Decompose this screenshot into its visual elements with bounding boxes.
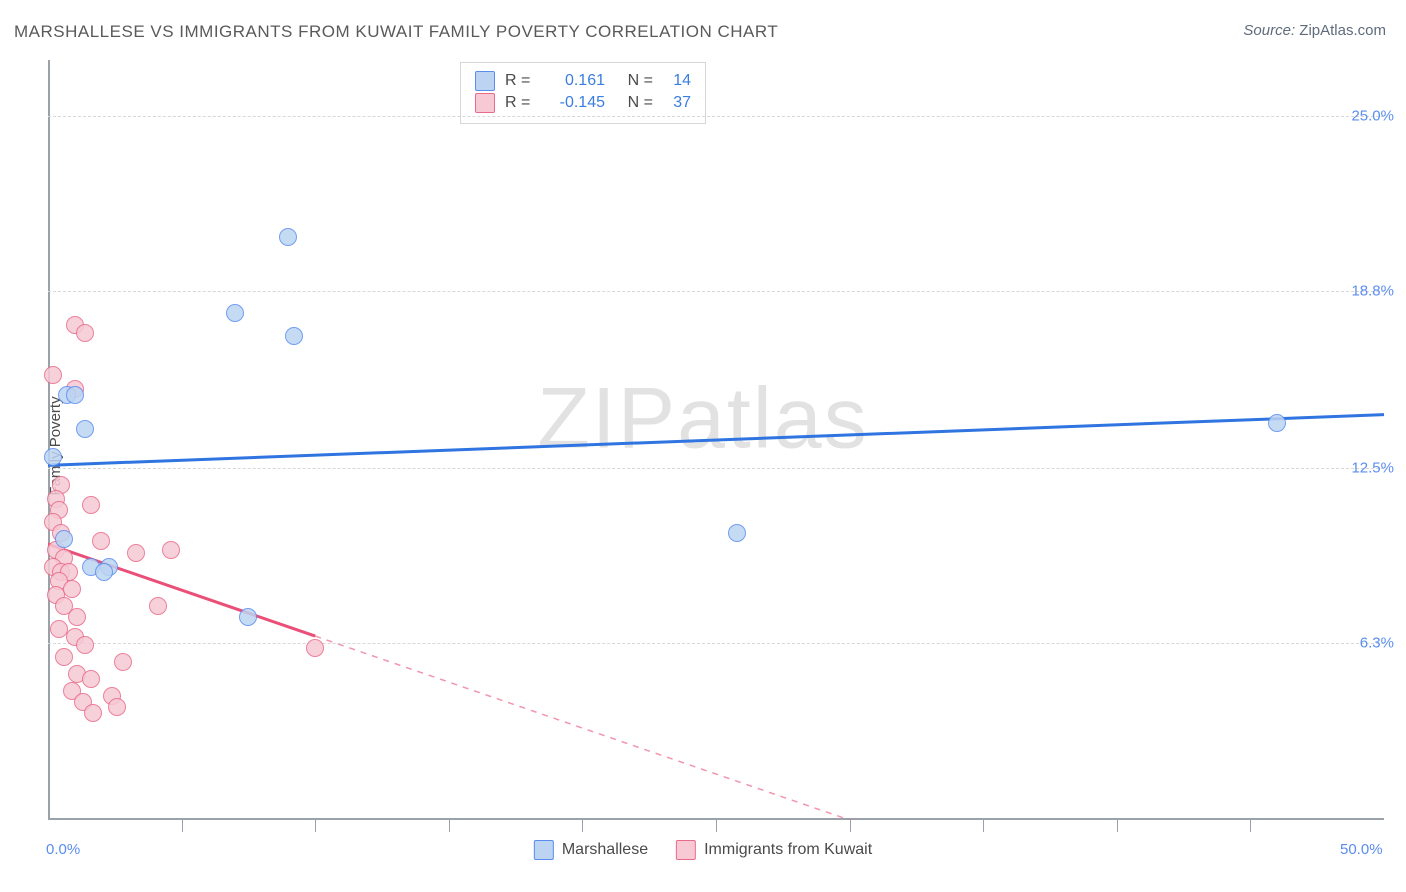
legend-row: R = 0.161 N = 14	[475, 71, 691, 91]
data-point	[149, 597, 167, 615]
data-point	[68, 608, 86, 626]
data-point	[44, 448, 62, 466]
data-point	[66, 386, 84, 404]
x-tick	[315, 820, 316, 832]
r-label: R =	[505, 72, 533, 90]
data-point	[162, 541, 180, 559]
x-tick	[182, 820, 183, 832]
n-label: N =	[615, 94, 653, 112]
n-value: 14	[663, 72, 691, 90]
legend-item: Immigrants from Kuwait	[676, 840, 872, 860]
data-point	[306, 639, 324, 657]
legend-swatch	[475, 93, 495, 113]
source-label: Source:	[1243, 22, 1295, 39]
data-point	[76, 420, 94, 438]
series-name: Marshallese	[562, 841, 648, 859]
legend-swatch	[676, 840, 696, 860]
x-tick	[1250, 820, 1251, 832]
source-value: ZipAtlas.com	[1299, 22, 1386, 39]
data-point	[44, 366, 62, 384]
gridline	[48, 643, 1384, 644]
r-value: -0.145	[543, 94, 605, 112]
y-tick-label: 25.0%	[1351, 108, 1394, 125]
n-value: 37	[663, 94, 691, 112]
legend-row: R = -0.145 N = 37	[475, 93, 691, 113]
data-point	[63, 580, 81, 598]
data-point	[84, 704, 102, 722]
chart-title: MARSHALLESE VS IMMIGRANTS FROM KUWAIT FA…	[14, 22, 778, 42]
series-name: Immigrants from Kuwait	[704, 841, 872, 859]
x-tick-label: 50.0%	[1340, 841, 1383, 858]
data-point	[1268, 414, 1286, 432]
data-point	[108, 698, 126, 716]
correlation-legend: R = 0.161 N = 14 R = -0.145 N = 37	[460, 62, 706, 124]
data-point	[728, 524, 746, 542]
x-tick	[582, 820, 583, 832]
x-tick	[1117, 820, 1118, 832]
data-point	[127, 544, 145, 562]
data-point	[82, 670, 100, 688]
data-point	[55, 648, 73, 666]
data-point	[76, 636, 94, 654]
series-legend: Marshallese Immigrants from Kuwait	[534, 840, 872, 860]
y-tick-label: 6.3%	[1360, 634, 1394, 651]
gridline	[48, 116, 1384, 117]
plot-area	[48, 60, 1384, 820]
data-point	[76, 324, 94, 342]
x-tick	[716, 820, 717, 832]
legend-item: Marshallese	[534, 840, 648, 860]
data-point	[239, 608, 257, 626]
y-tick-label: 18.8%	[1351, 282, 1394, 299]
data-point	[95, 563, 113, 581]
gridline	[48, 468, 1384, 469]
x-tick-label: 0.0%	[46, 841, 80, 858]
r-value: 0.161	[543, 72, 605, 90]
data-point	[226, 304, 244, 322]
x-tick	[983, 820, 984, 832]
source-attribution: Source: ZipAtlas.com	[1243, 22, 1386, 39]
y-tick-label: 12.5%	[1351, 460, 1394, 477]
data-point	[279, 228, 297, 246]
data-point	[55, 530, 73, 548]
n-label: N =	[615, 72, 653, 90]
data-point	[92, 532, 110, 550]
x-tick	[850, 820, 851, 832]
data-point	[285, 327, 303, 345]
legend-swatch	[534, 840, 554, 860]
legend-swatch	[475, 71, 495, 91]
data-point	[82, 496, 100, 514]
x-tick	[449, 820, 450, 832]
r-label: R =	[505, 94, 533, 112]
gridline	[48, 291, 1384, 292]
data-point	[114, 653, 132, 671]
